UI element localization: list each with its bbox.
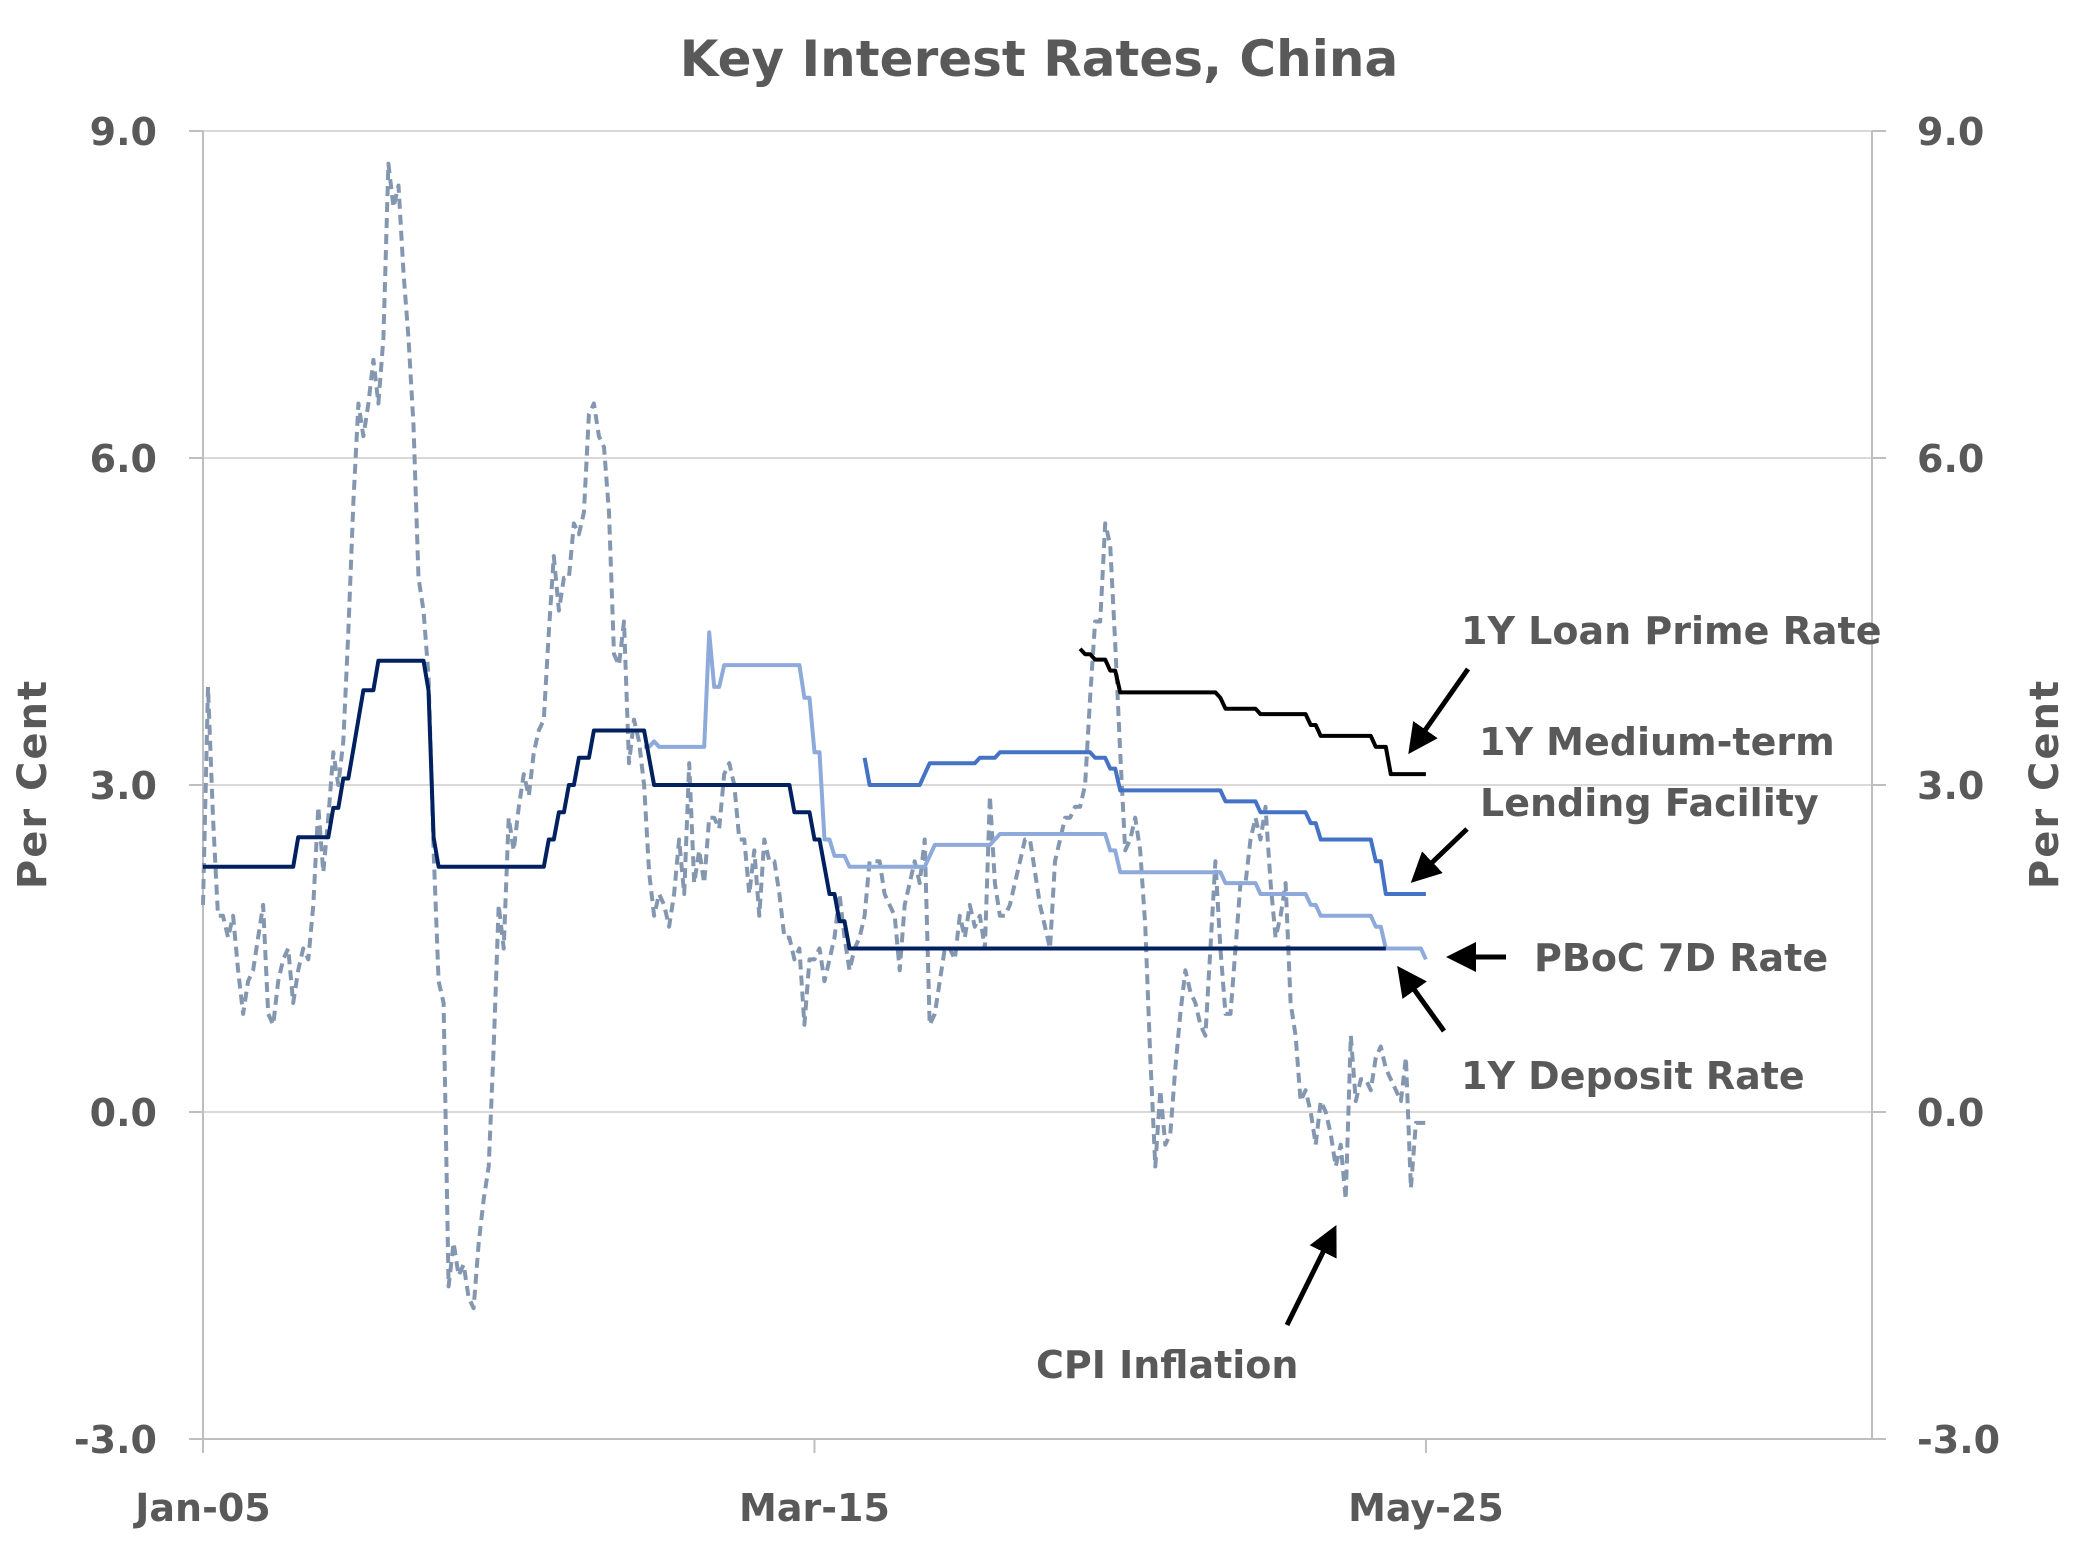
- series-line-pboc7d: [644, 630, 1428, 961]
- y-tick-label-right: -3.0: [1917, 1418, 2000, 1462]
- annotation-mlf-line1: 1Y Medium-term: [1479, 720, 1835, 764]
- y-axis-left-label: Per Cent: [10, 679, 56, 889]
- x-axis-ticks: Jan-05 Mar-15 May-25: [132, 1486, 1504, 1530]
- y-axis-right-label: Per Cent: [2022, 679, 2068, 889]
- annotations: 1Y Loan Prime Rate 1Y Medium-term Lendin…: [1036, 609, 1882, 1387]
- y-axis-left-ticks: 9.0 6.0 3.0 0.0 -3.0: [74, 110, 157, 1462]
- annotation-deposit: 1Y Deposit Rate: [1461, 1054, 1805, 1098]
- annotation-cpi: CPI Inflation: [1036, 1343, 1298, 1387]
- x-tick-label: Mar-15: [739, 1486, 890, 1530]
- y-tick-label-left: 6.0: [90, 437, 157, 481]
- series-lines: [201, 161, 1428, 1311]
- annotation-pboc7d: PBoC 7D Rate: [1534, 936, 1828, 980]
- y-tick-label-left: 9.0: [90, 110, 157, 154]
- arrow-mlf: [1410, 827, 1469, 883]
- y-tick-label-left: 3.0: [90, 764, 157, 808]
- y-tick-label-left: -3.0: [74, 1418, 157, 1462]
- y-tick-label-right: 0.0: [1917, 1091, 1984, 1135]
- chart-title: Key Interest Rates, China: [680, 30, 1398, 88]
- axes: [189, 130, 1886, 1453]
- series-line-mlf: [862, 750, 1426, 896]
- arrow-deposit: [1397, 965, 1447, 1033]
- series-line-cpi: [201, 161, 1426, 1311]
- y-tick-label-right: 3.0: [1917, 764, 1984, 808]
- y-tick-label-right: 6.0: [1917, 437, 1984, 481]
- series-line-deposit: [203, 658, 1386, 951]
- x-tick-label: Jan-05: [132, 1486, 271, 1530]
- annotation-lpr: 1Y Loan Prime Rate: [1461, 609, 1882, 653]
- arrow-lpr: [1408, 667, 1471, 755]
- x-tick-label: May-25: [1348, 1486, 1504, 1530]
- y-tick-label-left: 0.0: [90, 1091, 157, 1135]
- series-line-lpr: [1078, 647, 1426, 777]
- annotation-mlf-line2: Lending Facility: [1480, 781, 1819, 825]
- y-tick-label-right: 9.0: [1917, 110, 1984, 154]
- arrow-cpi: [1284, 1225, 1337, 1327]
- y-axis-right-ticks: 9.0 6.0 3.0 0.0 -3.0: [1917, 110, 2000, 1462]
